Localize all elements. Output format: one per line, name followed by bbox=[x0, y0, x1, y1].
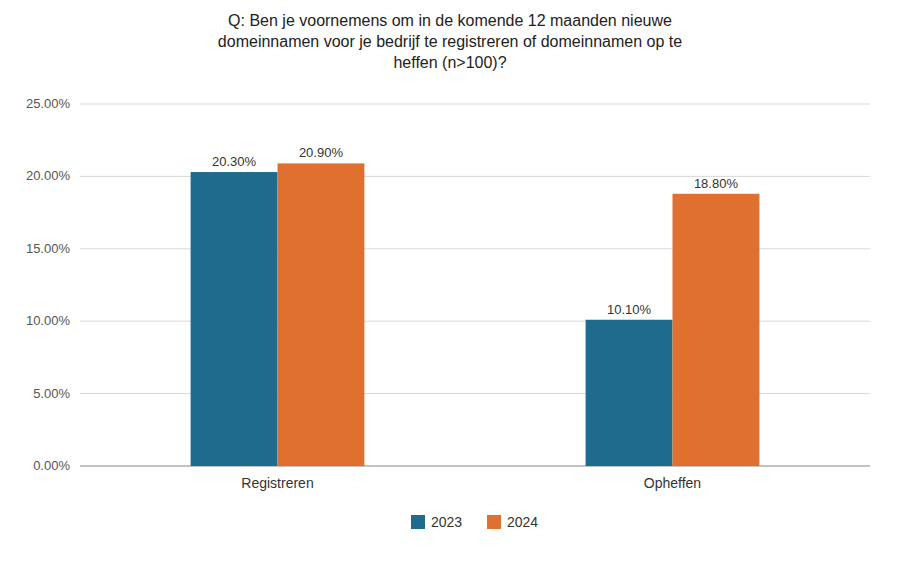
chart-container: Q: Ben je voornemens om in de komende 12… bbox=[0, 0, 900, 566]
data-label: 18.80% bbox=[694, 176, 739, 191]
x-tick-label: Registreren bbox=[241, 475, 313, 491]
title-line: Q: Ben je voornemens om in de komende 12… bbox=[228, 12, 672, 29]
chart-svg: Q: Ben je voornemens om in de komende 12… bbox=[0, 0, 900, 566]
legend-swatch bbox=[411, 515, 425, 529]
y-tick-label: 5.00% bbox=[33, 386, 70, 401]
y-tick-label: 0.00% bbox=[33, 458, 70, 473]
y-tick-label: 25.00% bbox=[26, 96, 71, 111]
bar bbox=[191, 172, 278, 466]
bar bbox=[278, 163, 365, 466]
data-label: 10.10% bbox=[607, 302, 652, 317]
y-tick-label: 10.00% bbox=[26, 313, 71, 328]
y-axis: 0.00% 5.00% 10.00% 15.00% 20.00% 25.00% bbox=[26, 96, 870, 473]
legend-swatch bbox=[487, 515, 501, 529]
y-tick-label: 15.00% bbox=[26, 241, 71, 256]
data-label: 20.30% bbox=[212, 154, 257, 169]
y-tick-label: 20.00% bbox=[26, 168, 71, 183]
data-label: 20.90% bbox=[299, 145, 344, 160]
legend-label: 2023 bbox=[431, 514, 462, 530]
legend-label: 2024 bbox=[507, 514, 538, 530]
title-line: domeinnamen voor je bedrijf te registrer… bbox=[218, 33, 682, 50]
x-tick-label: Opheffen bbox=[644, 475, 701, 491]
title-line: heffen (n>100)? bbox=[393, 54, 506, 71]
bars bbox=[191, 163, 760, 466]
title: Q: Ben je voornemens om in de komende 12… bbox=[218, 12, 682, 71]
data-labels: 20.30% 20.90% 10.10% 18.80% bbox=[212, 145, 738, 316]
grid-line bbox=[80, 104, 870, 105]
x-axis: Registreren Opheffen bbox=[241, 475, 701, 491]
bar bbox=[673, 194, 760, 466]
legend: 2023 2024 bbox=[411, 514, 538, 530]
bar bbox=[586, 320, 673, 466]
